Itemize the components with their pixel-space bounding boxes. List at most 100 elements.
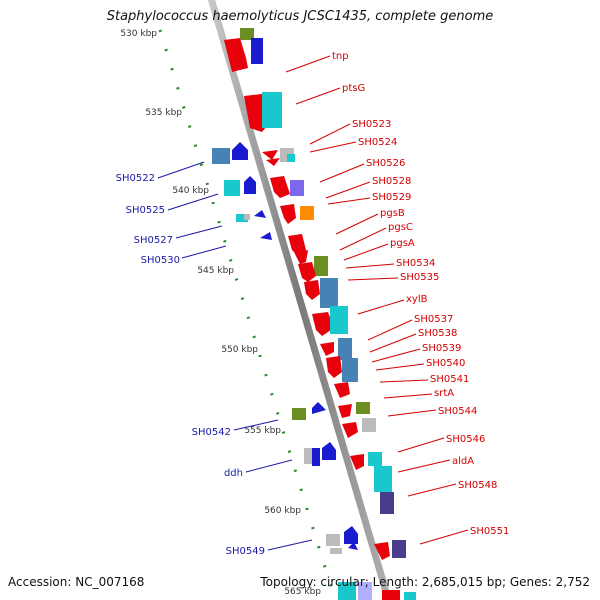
gene-arrow[interactable] bbox=[320, 342, 334, 356]
gene-block[interactable] bbox=[342, 358, 358, 382]
gene-block[interactable] bbox=[287, 154, 295, 162]
gene-label[interactable]: SH0534 bbox=[396, 258, 435, 269]
gene-block[interactable] bbox=[292, 408, 306, 420]
gene-label[interactable]: SH0541 bbox=[430, 374, 469, 385]
gene-label[interactable]: srtA bbox=[434, 388, 454, 399]
gene-block[interactable] bbox=[358, 582, 372, 600]
gene-label[interactable]: SH0523 bbox=[352, 119, 391, 130]
gene-label[interactable]: SH0537 bbox=[414, 314, 453, 325]
gene-block[interactable] bbox=[330, 548, 342, 554]
gene-block[interactable] bbox=[312, 448, 320, 466]
gene-label[interactable]: pgsC bbox=[388, 222, 413, 233]
accession-label: Accession: NC_007168 bbox=[8, 575, 145, 589]
gene-arrow[interactable] bbox=[232, 142, 248, 160]
gene-label[interactable]: SH0527 bbox=[134, 235, 173, 246]
gene-arrow[interactable] bbox=[344, 526, 358, 544]
gene-arrow[interactable] bbox=[326, 356, 342, 378]
gene-block[interactable] bbox=[236, 214, 248, 222]
gene-arrow[interactable] bbox=[298, 262, 316, 282]
forward-strand-features bbox=[224, 28, 416, 600]
gene-block[interactable] bbox=[300, 206, 314, 220]
gene-block[interactable] bbox=[338, 582, 356, 600]
gene-label[interactable]: SH0529 bbox=[372, 192, 411, 203]
gene-block[interactable] bbox=[320, 278, 338, 308]
gene-label[interactable]: SH0546 bbox=[446, 434, 485, 445]
gene-arrow[interactable] bbox=[262, 150, 278, 160]
gene-label[interactable]: pgsA bbox=[390, 238, 415, 249]
gene-label[interactable]: SH0530 bbox=[141, 255, 180, 266]
genome-summary: Topology: circular; Length: 2,685,015 bp… bbox=[260, 575, 590, 589]
gene-arrow[interactable] bbox=[348, 542, 358, 550]
gene-label[interactable]: SH0526 bbox=[366, 158, 405, 169]
kbp-label: 550 kbp bbox=[221, 345, 258, 355]
kbp-label: 565 kbp bbox=[284, 587, 321, 597]
kbp-scale: 530 kbp 535 kbp 540 kbp 545 kbp 550 kbp … bbox=[120, 29, 321, 597]
gene-block[interactable] bbox=[244, 214, 250, 220]
gene-arrow[interactable] bbox=[224, 38, 248, 72]
gene-block[interactable] bbox=[262, 92, 282, 128]
gene-block[interactable] bbox=[368, 452, 382, 466]
gene-block[interactable] bbox=[330, 306, 348, 334]
reverse-strand-features bbox=[212, 142, 372, 600]
gene-label[interactable]: tnp bbox=[332, 51, 349, 62]
gene-label[interactable]: SH0549 bbox=[226, 546, 265, 557]
gene-arrow[interactable] bbox=[312, 312, 334, 336]
gene-block[interactable] bbox=[392, 540, 406, 558]
forward-gene-labels: tnp ptsG SH0523 SH0524 SH0526 SH0528 SH0… bbox=[285, 51, 509, 545]
map-title: Staphylococcus haemolyticus JCSC1435, co… bbox=[106, 9, 494, 24]
gene-block[interactable] bbox=[212, 148, 230, 164]
kbp-label: 535 kbp bbox=[145, 108, 182, 118]
gene-block[interactable] bbox=[338, 338, 352, 360]
gene-label[interactable]: SH0538 bbox=[418, 328, 457, 339]
gene-label[interactable]: SH0551 bbox=[470, 526, 509, 537]
gene-label[interactable]: SH0540 bbox=[426, 358, 465, 369]
gene-arrow[interactable] bbox=[374, 542, 390, 560]
gene-arrow[interactable] bbox=[254, 210, 266, 218]
gene-arrow[interactable] bbox=[342, 422, 358, 438]
gene-label[interactable]: SH0524 bbox=[358, 137, 397, 148]
gene-label[interactable]: SH0539 bbox=[422, 343, 461, 354]
gene-label[interactable]: SH0522 bbox=[116, 173, 155, 184]
gene-block[interactable] bbox=[380, 492, 394, 514]
gene-arrow[interactable] bbox=[244, 176, 256, 194]
gene-arrow[interactable] bbox=[260, 232, 272, 240]
gene-label[interactable]: SH0528 bbox=[372, 176, 411, 187]
gene-arrow[interactable] bbox=[312, 402, 326, 414]
gene-block[interactable] bbox=[404, 592, 416, 600]
gene-label[interactable]: pgsB bbox=[380, 208, 405, 219]
gene-label[interactable]: SH0548 bbox=[458, 480, 497, 491]
gene-arrow[interactable] bbox=[270, 176, 290, 198]
gene-arrow[interactable] bbox=[304, 280, 320, 300]
gene-arrow[interactable] bbox=[294, 250, 308, 264]
gene-block[interactable] bbox=[240, 28, 254, 40]
gene-block[interactable] bbox=[382, 590, 400, 600]
gene-block[interactable] bbox=[224, 180, 240, 196]
gene-arrow[interactable] bbox=[334, 382, 350, 398]
kbp-label: 545 kbp bbox=[197, 266, 234, 276]
reverse-gene-labels: SH0522 SH0525 SH0527 SH0530 SH0542 ddh S… bbox=[116, 161, 313, 557]
gene-block[interactable] bbox=[290, 180, 304, 196]
gene-label[interactable]: aldA bbox=[452, 456, 474, 467]
gene-label[interactable]: SH0525 bbox=[126, 205, 165, 216]
gene-block[interactable] bbox=[326, 534, 340, 546]
gene-label[interactable]: SH0542 bbox=[192, 427, 231, 438]
gene-block[interactable] bbox=[356, 402, 370, 414]
gene-label[interactable]: xylB bbox=[406, 294, 428, 305]
gene-label[interactable]: SH0535 bbox=[400, 272, 439, 283]
gene-label[interactable]: ddh bbox=[224, 468, 243, 479]
gene-block[interactable] bbox=[251, 38, 263, 64]
gene-block[interactable] bbox=[314, 256, 328, 276]
kbp-label: 560 kbp bbox=[264, 506, 301, 516]
gene-arrow[interactable] bbox=[280, 204, 296, 224]
chromosome-backbone bbox=[207, 0, 393, 600]
kbp-label: 555 kbp bbox=[244, 426, 281, 436]
gene-block[interactable] bbox=[362, 418, 376, 432]
gene-block[interactable] bbox=[374, 466, 392, 492]
gene-arrow[interactable] bbox=[338, 404, 352, 418]
gene-arrow[interactable] bbox=[288, 234, 306, 256]
gene-label[interactable]: SH0544 bbox=[438, 406, 477, 417]
gene-label[interactable]: ptsG bbox=[342, 83, 365, 94]
gene-arrow[interactable] bbox=[322, 442, 336, 460]
gene-arrow[interactable] bbox=[266, 158, 280, 166]
gene-arrow[interactable] bbox=[350, 454, 364, 470]
